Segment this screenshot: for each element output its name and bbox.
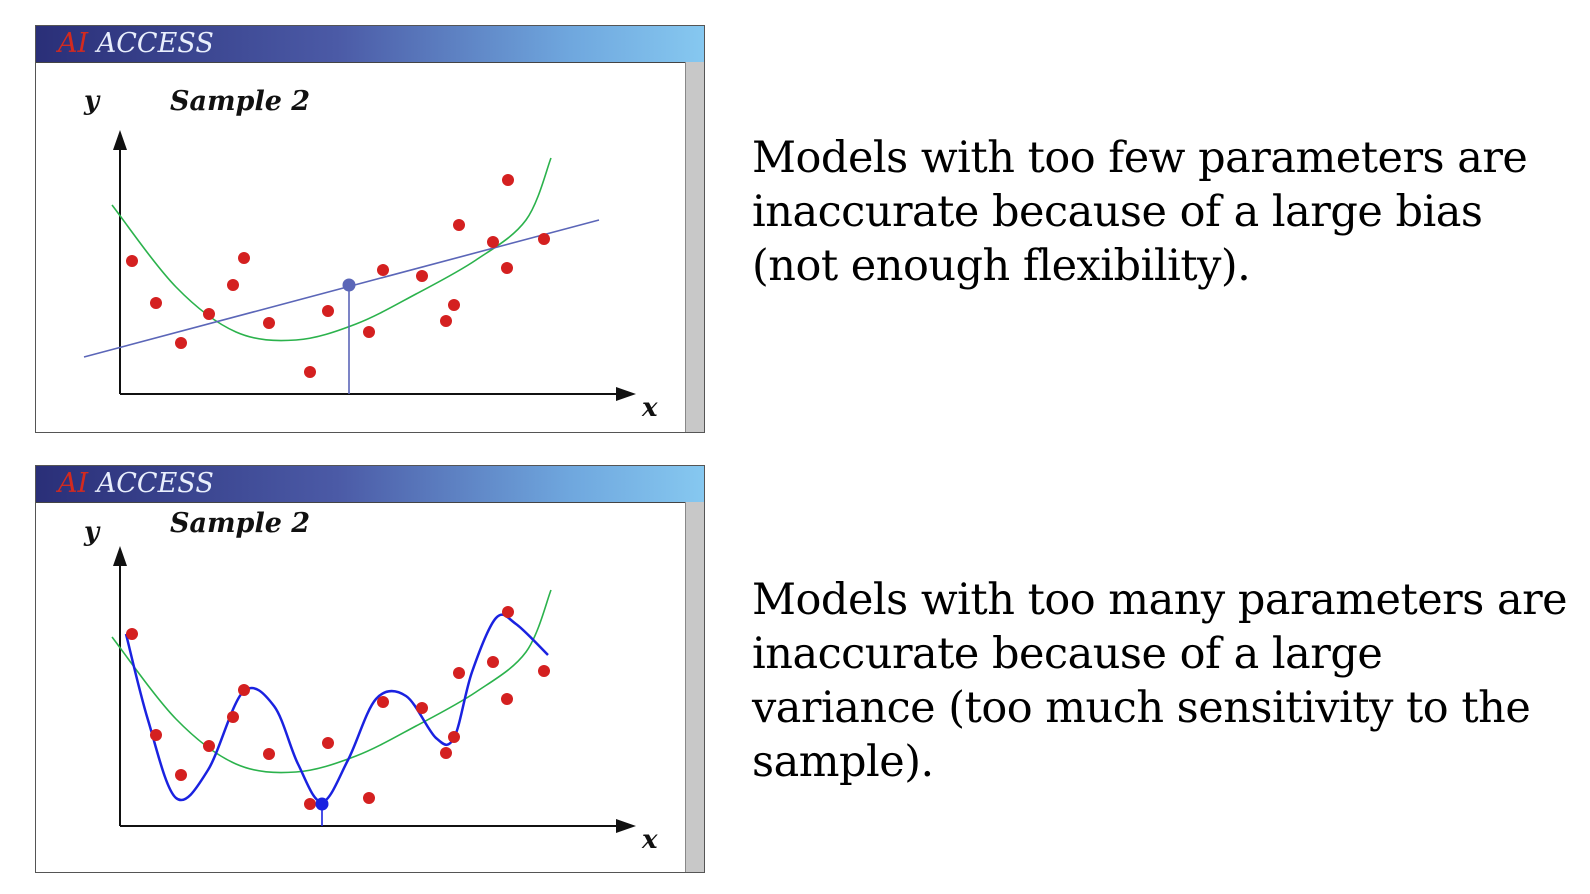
brand-access: ACCESS xyxy=(96,468,214,499)
x-axis-label: x xyxy=(641,825,658,855)
scrollbar[interactable] xyxy=(685,62,704,432)
underfit-plot-window: AI ACCESS y x Sample 2 xyxy=(35,25,705,433)
overfit-curve xyxy=(124,613,549,804)
underfit-plot: y x Sample 2 xyxy=(83,86,658,423)
sample-point xyxy=(126,628,138,640)
sample-point xyxy=(377,696,389,708)
ai-access-logo: AI ACCESS xyxy=(58,28,214,60)
sample-point xyxy=(363,792,375,804)
sample-point xyxy=(502,174,514,186)
axes xyxy=(113,546,636,833)
sample-point xyxy=(487,656,499,668)
overfit-description: Models with too many parameters are inac… xyxy=(752,575,1568,787)
true-function-curve xyxy=(111,157,552,342)
sample-point xyxy=(448,731,460,743)
sample-point xyxy=(440,747,452,759)
underfit-description: Models with too few parameters are inacc… xyxy=(752,133,1528,291)
brand-ai: AI xyxy=(58,28,89,59)
y-axis-arrow xyxy=(113,546,127,566)
sample-point xyxy=(227,711,239,723)
sample-point xyxy=(501,262,513,274)
sample-point xyxy=(126,255,138,267)
y-axis-label: y xyxy=(83,517,101,547)
prediction-point xyxy=(342,278,356,292)
x-axis-arrow xyxy=(616,819,636,833)
sample-point xyxy=(150,729,162,741)
sample-label: Sample 2 xyxy=(170,86,310,117)
sample-point xyxy=(263,317,275,329)
sample-point xyxy=(150,297,162,309)
overfit-plot: y x Sample 2 xyxy=(83,508,658,855)
sample-point xyxy=(322,305,334,317)
window-titlebar: AI ACCESS xyxy=(36,466,704,503)
sample-point xyxy=(227,279,239,291)
brand-access: ACCESS xyxy=(96,28,214,59)
linear-fit-line xyxy=(83,219,600,358)
prediction-point xyxy=(315,797,329,811)
sample-point xyxy=(203,308,215,320)
sample-point xyxy=(175,337,187,349)
sample-point xyxy=(453,219,465,231)
sample-label: Sample 2 xyxy=(170,508,310,539)
y-axis-label: y xyxy=(83,86,101,116)
sample-point xyxy=(416,702,428,714)
y-axis-arrow xyxy=(113,130,127,150)
overfit-plot-window: AI ACCESS y x Sample 2 xyxy=(35,465,705,873)
true-function-curve xyxy=(111,589,552,774)
sample-point xyxy=(377,264,389,276)
brand-ai: AI xyxy=(58,468,89,499)
sample-point xyxy=(238,684,250,696)
sample-point xyxy=(538,665,550,677)
sample-point xyxy=(238,252,250,264)
sample-point xyxy=(263,748,275,760)
sample-point xyxy=(416,270,428,282)
sample-point xyxy=(304,366,316,378)
sample-point xyxy=(538,233,550,245)
sample-point xyxy=(487,236,499,248)
sample-point xyxy=(304,798,316,810)
sample-point xyxy=(322,737,334,749)
sample-point xyxy=(501,693,513,705)
sample-point xyxy=(448,299,460,311)
window-titlebar: AI ACCESS xyxy=(36,26,704,63)
sample-point xyxy=(203,740,215,752)
sample-point xyxy=(175,769,187,781)
sample-point xyxy=(502,606,514,618)
axes xyxy=(113,130,636,401)
scrollbar[interactable] xyxy=(685,502,704,872)
sample-point xyxy=(363,326,375,338)
sample-point xyxy=(440,315,452,327)
sample-point xyxy=(453,667,465,679)
x-axis-arrow xyxy=(616,387,636,401)
x-axis-label: x xyxy=(641,393,658,423)
ai-access-logo: AI ACCESS xyxy=(58,468,214,500)
